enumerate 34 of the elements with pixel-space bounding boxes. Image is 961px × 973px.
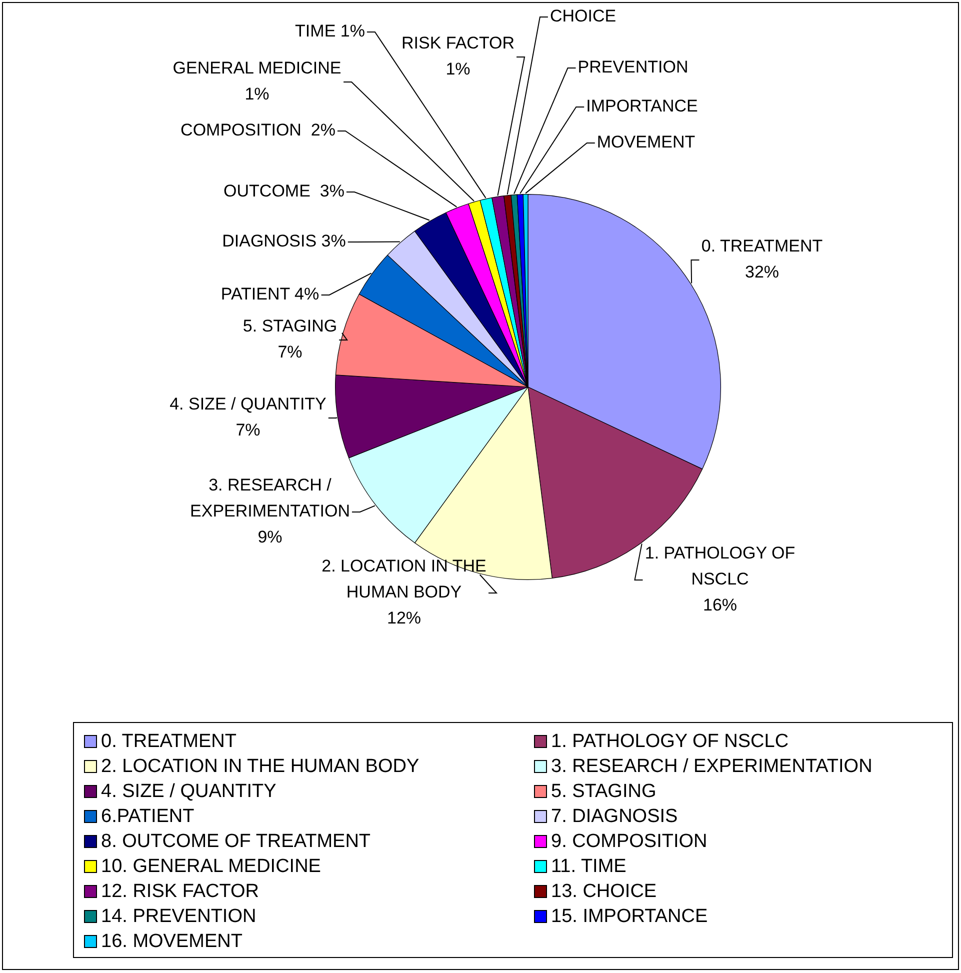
data-label: 1. PATHOLOGY OF NSCLC 16%	[644, 544, 796, 615]
data-label: IMPORTANCE	[586, 96, 698, 116]
legend-label: 13. CHOICE	[551, 880, 657, 902]
legend-label: 15. IMPORTANCE	[551, 906, 708, 928]
data-label: PATIENT 4%	[220, 284, 320, 304]
data-label: PREVENTION	[578, 58, 688, 77]
data-label: COMPOSITION 2%	[180, 120, 336, 140]
data-label: DIAGNOSIS 3%	[222, 232, 346, 251]
legend-label: 6.PATIENT	[101, 806, 194, 828]
legend-label: 3. RESEARCH / EXPERIMENTATION	[551, 756, 872, 778]
legend-label: 4. SIZE / QUANTITY	[101, 780, 276, 802]
legend-label: 8. OUTCOME OF TREATMENT	[101, 830, 371, 852]
legend-label: 12. RISK FACTOR	[101, 880, 260, 902]
legend-label: 7. DIAGNOSIS	[551, 806, 678, 828]
data-label: GENERAL MEDICINE 1%	[172, 58, 342, 104]
data-label: OUTCOME 3%	[224, 182, 344, 201]
legend-label: 16. MOVEMENT	[101, 930, 242, 952]
data-label: 0. TREATMENT 32%	[701, 236, 823, 282]
data-label: 4. SIZE / QUANTITY 7%	[170, 394, 326, 440]
data-label: MOVEMENT	[596, 132, 696, 152]
data-label: CHOICE	[550, 6, 616, 26]
data-label: 5. STAGING 7%	[242, 316, 338, 362]
data-label: TIME 1%	[295, 22, 365, 41]
legend-label: 9. COMPOSITION	[551, 830, 708, 852]
data-label: 2. LOCATION IN THE HUMAN BODY 12%	[322, 556, 486, 628]
legend-label: 5. STAGING	[551, 780, 656, 802]
legend-label: 14. PREVENTION	[101, 906, 256, 928]
data-label: RISK FACTOR 1%	[401, 34, 515, 79]
legend-label: 0. TREATMENT	[101, 730, 236, 752]
legend-label: 1. PATHOLOGY OF NSCLC	[551, 730, 789, 752]
legend-label: 2. LOCATION IN THE HUMAN BODY	[101, 756, 420, 778]
legend-label: 11. TIME	[551, 856, 626, 878]
data-label: 3. RESEARCH / EXPERIMENTATION 9%	[190, 476, 350, 547]
legend-label: 10. GENERAL MEDICINE	[101, 856, 321, 878]
